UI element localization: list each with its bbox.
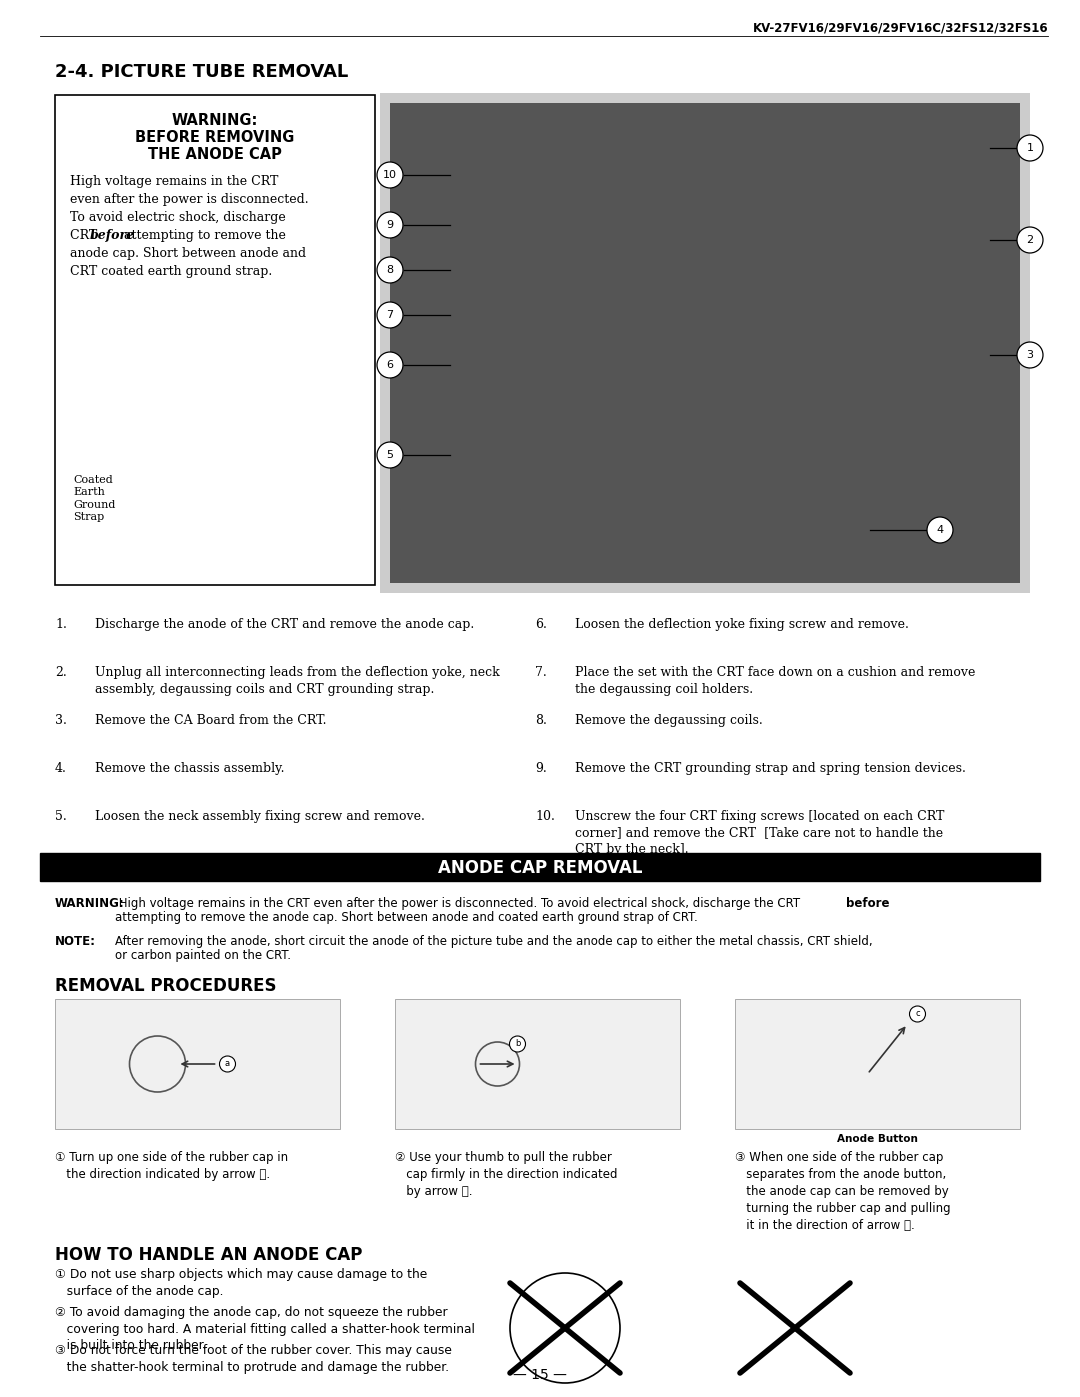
Text: 3: 3 — [1026, 351, 1034, 360]
Circle shape — [377, 162, 403, 189]
Text: 2: 2 — [1026, 235, 1034, 244]
Text: 4.: 4. — [55, 761, 67, 775]
Text: BEFORE REMOVING: BEFORE REMOVING — [135, 130, 295, 145]
Circle shape — [219, 1056, 235, 1071]
Circle shape — [1017, 136, 1043, 161]
Text: 3.: 3. — [55, 714, 67, 726]
Text: 10: 10 — [383, 170, 397, 180]
Text: Unplug all interconnecting leads from the deflection yoke, neck
assembly, degaus: Unplug all interconnecting leads from th… — [95, 666, 500, 696]
Text: ① Turn up one side of the rubber cap in
   the direction indicated by arrow ⓐ.: ① Turn up one side of the rubber cap in … — [55, 1151, 288, 1180]
Text: Anode Button: Anode Button — [837, 1134, 918, 1144]
Bar — [55, 95, 375, 585]
Bar — [395, 999, 680, 1129]
Text: ② Use your thumb to pull the rubber
   cap firmly in the direction indicated
   : ② Use your thumb to pull the rubber cap … — [395, 1151, 618, 1199]
Circle shape — [377, 441, 403, 468]
Text: NOTE:: NOTE: — [55, 935, 96, 949]
Text: 1.: 1. — [55, 617, 67, 631]
Text: ③ When one side of the rubber cap
   separates from the anode button,
   the ano: ③ When one side of the rubber cap separa… — [735, 1151, 950, 1232]
Circle shape — [377, 352, 403, 379]
Circle shape — [1017, 226, 1043, 253]
Text: 2.: 2. — [55, 666, 67, 679]
Text: CRT coated earth ground strap.: CRT coated earth ground strap. — [70, 265, 272, 278]
Text: 10.: 10. — [535, 810, 555, 823]
Text: attempting to remove the: attempting to remove the — [120, 229, 286, 242]
Circle shape — [1017, 342, 1043, 367]
Text: 8.: 8. — [535, 714, 546, 726]
Bar — [55, 999, 340, 1129]
Text: anode cap. Short between anode and: anode cap. Short between anode and — [70, 247, 306, 260]
Text: 6.: 6. — [535, 617, 546, 631]
Text: 9: 9 — [387, 219, 393, 231]
Circle shape — [927, 517, 953, 543]
Text: 9.: 9. — [535, 761, 546, 775]
Text: REMOVAL PROCEDURES: REMOVAL PROCEDURES — [55, 977, 276, 995]
Text: 4: 4 — [936, 525, 944, 535]
Circle shape — [377, 302, 403, 328]
Circle shape — [909, 1006, 926, 1023]
Text: — 15 —: — 15 — — [513, 1368, 567, 1382]
Bar — [40, 854, 1040, 882]
Text: ② To avoid damaging the anode cap, do not squeeze the rubber
   covering too har: ② To avoid damaging the anode cap, do no… — [55, 1306, 475, 1352]
Text: 8: 8 — [387, 265, 393, 275]
Text: even after the power is disconnected.: even after the power is disconnected. — [70, 193, 309, 205]
Text: a: a — [225, 1059, 230, 1069]
Text: WARNING:: WARNING: — [55, 897, 125, 909]
Text: before: before — [90, 229, 135, 242]
Text: c: c — [915, 1010, 920, 1018]
Text: Coated
Earth
Ground
Strap: Coated Earth Ground Strap — [73, 475, 116, 522]
Text: 5: 5 — [387, 450, 393, 460]
Text: 7: 7 — [387, 310, 393, 320]
Text: ① Do not use sharp objects which may cause damage to the
   surface of the anode: ① Do not use sharp objects which may cau… — [55, 1268, 428, 1298]
Text: 7.: 7. — [535, 666, 546, 679]
Text: WARNING:: WARNING: — [172, 113, 258, 129]
Text: or carbon painted on the CRT.: or carbon painted on the CRT. — [114, 949, 291, 963]
Text: THE ANODE CAP: THE ANODE CAP — [148, 147, 282, 162]
Text: Remove the CA Board from the CRT.: Remove the CA Board from the CRT. — [95, 714, 326, 726]
Text: After removing the anode, short circuit the anode of the picture tube and the an: After removing the anode, short circuit … — [114, 935, 873, 949]
Text: Remove the chassis assembly.: Remove the chassis assembly. — [95, 761, 284, 775]
Text: High voltage remains in the CRT: High voltage remains in the CRT — [70, 175, 279, 189]
Text: 6: 6 — [387, 360, 393, 370]
Text: 2-4. PICTURE TUBE REMOVAL: 2-4. PICTURE TUBE REMOVAL — [55, 63, 348, 81]
Bar — [735, 999, 1020, 1129]
Bar — [390, 103, 1020, 583]
Text: Loosen the deflection yoke fixing screw and remove.: Loosen the deflection yoke fixing screw … — [575, 617, 909, 631]
Text: To avoid electric shock, discharge: To avoid electric shock, discharge — [70, 211, 286, 224]
Text: 1: 1 — [1026, 142, 1034, 154]
Text: before: before — [846, 897, 890, 909]
Text: ANODE CAP REMOVAL: ANODE CAP REMOVAL — [437, 859, 643, 877]
Text: KV-27FV16/29FV16/29FV16C/32FS12/32FS16: KV-27FV16/29FV16/29FV16C/32FS12/32FS16 — [753, 21, 1048, 35]
Text: attempting to remove the anode cap. Short between anode and coated earth ground : attempting to remove the anode cap. Shor… — [114, 911, 698, 923]
Text: Loosen the neck assembly fixing screw and remove.: Loosen the neck assembly fixing screw an… — [95, 810, 424, 823]
Text: CRT: CRT — [70, 229, 102, 242]
Circle shape — [510, 1037, 526, 1052]
Circle shape — [377, 257, 403, 284]
Text: 5.: 5. — [55, 810, 67, 823]
Text: Discharge the anode of the CRT and remove the anode cap.: Discharge the anode of the CRT and remov… — [95, 617, 474, 631]
Text: HOW TO HANDLE AN ANODE CAP: HOW TO HANDLE AN ANODE CAP — [55, 1246, 363, 1264]
Circle shape — [377, 212, 403, 237]
Text: Place the set with the CRT face down on a cushion and remove
the degaussing coil: Place the set with the CRT face down on … — [575, 666, 975, 696]
Text: Remove the CRT grounding strap and spring tension devices.: Remove the CRT grounding strap and sprin… — [575, 761, 966, 775]
Bar — [380, 94, 1030, 592]
Text: Unscrew the four CRT fixing screws [located on each CRT
corner] and remove the C: Unscrew the four CRT fixing screws [loca… — [575, 810, 944, 856]
Text: Remove the degaussing coils.: Remove the degaussing coils. — [575, 714, 762, 726]
Text: High voltage remains in the CRT even after the power is disconnected. To avoid e: High voltage remains in the CRT even aft… — [114, 897, 804, 909]
Text: b: b — [515, 1039, 521, 1049]
Text: ③ Do not force turn the foot of the rubber cover. This may cause
   the shatter-: ③ Do not force turn the foot of the rubb… — [55, 1344, 451, 1373]
